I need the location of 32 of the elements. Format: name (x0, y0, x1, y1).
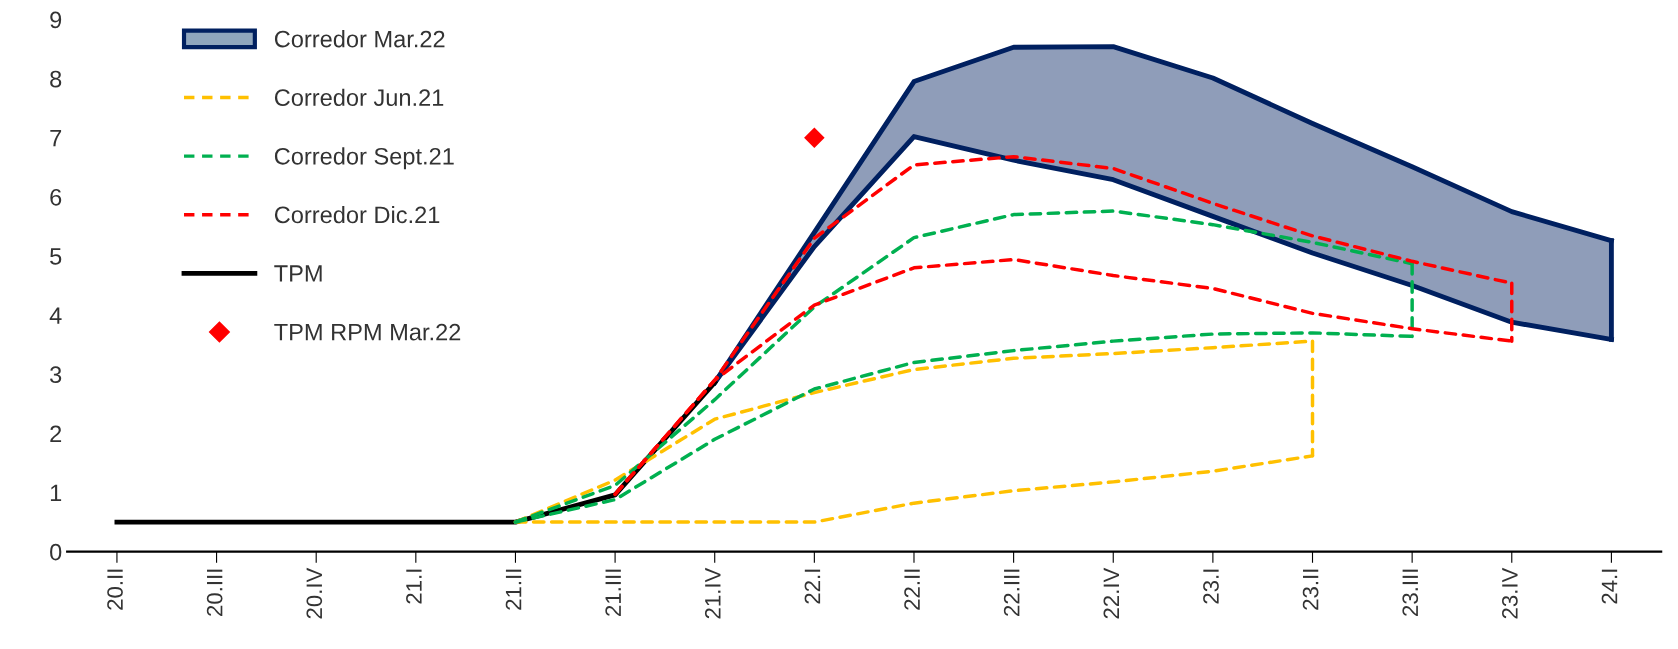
x-tick-label: 24.I (1601, 569, 1618, 604)
y-tick-label: 5 (50, 248, 62, 265)
x-tick-label: 22.II (904, 569, 920, 610)
legend-label: Corredor Jun.21 (274, 88, 444, 107)
legend-label: Corredor Dic.21 (274, 205, 440, 224)
legend-label: TPM RPM Mar.22 (274, 323, 461, 341)
y-tick-label: 2 (50, 425, 62, 442)
y-tick-label: 6 (50, 188, 62, 206)
legend-label: Corredor Sept.21 (274, 147, 454, 170)
x-tick-label: 23.II (1302, 569, 1319, 610)
x-tick-label: 20.IV (306, 567, 323, 619)
x-tick-label: 22.IV (1103, 567, 1119, 619)
x-tick-label: 23.IV (1502, 567, 1518, 619)
y-tick-label: 4 (49, 307, 62, 324)
x-tick-label: 21.I (406, 569, 422, 604)
y-tick-label: 1 (50, 484, 62, 502)
y-tick-label: 8 (50, 70, 62, 88)
legend-label: TPM (274, 265, 322, 282)
x-tick-label: 20.III (206, 569, 223, 616)
y-tick-label: 3 (50, 366, 62, 384)
x-tick-label: 21.II (505, 569, 522, 610)
y-tick-label: 7 (50, 130, 62, 147)
legend-label: Corredor Mar.22 (274, 30, 445, 48)
y-tick-label: 9 (50, 11, 62, 29)
x-tick-label: 23.I (1203, 569, 1219, 604)
x-tick-label: 21.III (605, 569, 621, 616)
x-tick-label: 22.I (804, 569, 821, 604)
x-tick-label: 21.IV (704, 567, 721, 619)
x-tick-label: 23.III (1402, 569, 1419, 616)
x-tick-label: 20.II (107, 569, 123, 610)
x-tick-label: 22.III (1003, 569, 1020, 616)
y-tick-label: 0 (50, 543, 62, 561)
